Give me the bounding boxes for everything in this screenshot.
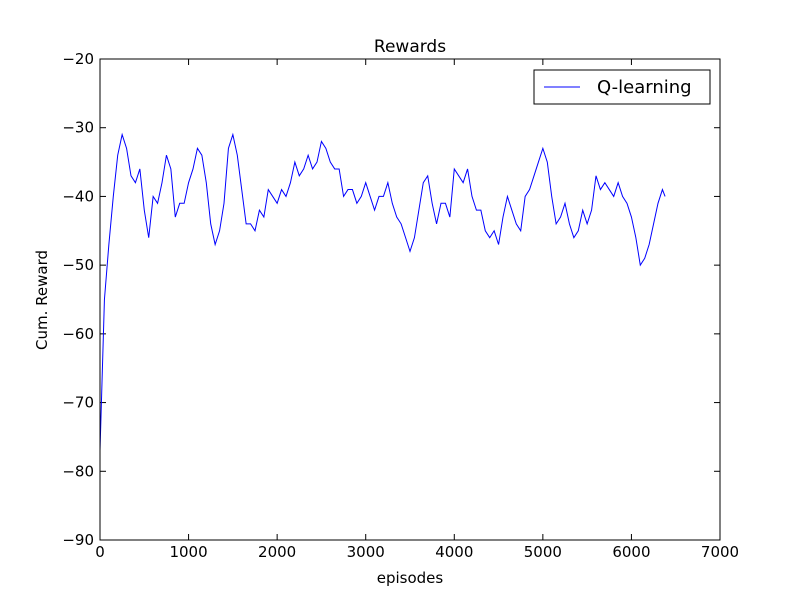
line [99,132,666,451]
chart-title: Rewards [374,37,446,57]
y-tick-label: −70 [62,394,94,412]
x-tick-label: 2000 [258,543,296,561]
y-tick-label: −20 [62,50,94,68]
x-tick-label: 3000 [347,543,385,561]
x-axis-label: episodes [377,569,444,587]
y-tick-label: −60 [62,325,94,343]
x-tick-label: 6000 [612,543,650,561]
x-tick-label: 1000 [169,543,207,561]
plot-frame [99,58,721,541]
x-tick-label: 5000 [524,543,562,561]
legend-label: Q-learning [597,77,692,98]
y-tick-label: −40 [62,187,94,205]
y-axis-label: Cum. Reward [33,250,51,350]
y-tick-label: −30 [62,119,94,137]
y-tick-label: −90 [62,531,94,549]
x-tick-label: 0 [95,543,105,561]
y-tick-label: −80 [62,462,94,480]
y-tick-label: −50 [62,256,94,274]
x-tick-label: 4000 [435,543,473,561]
x-tick-label: 7000 [701,543,739,561]
